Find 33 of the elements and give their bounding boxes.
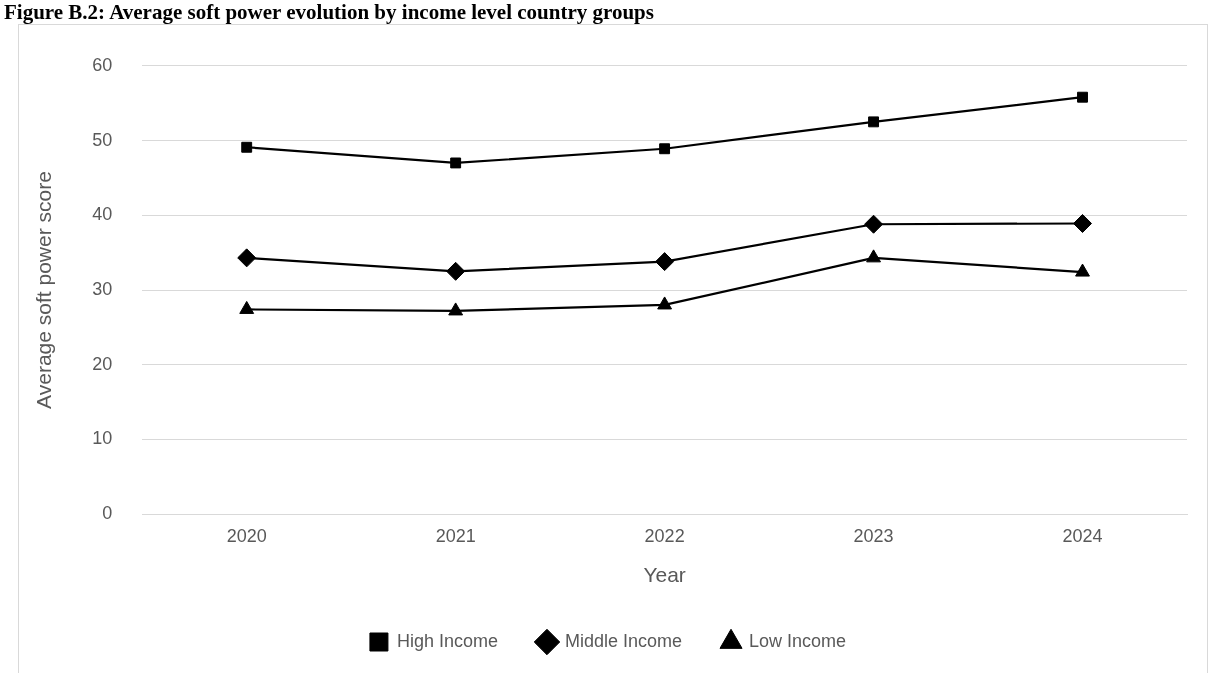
- x-tick-label: 2020: [226, 525, 267, 546]
- point: [655, 252, 675, 272]
- legend-label: High Income: [396, 630, 498, 651]
- point: [448, 302, 464, 316]
- x-tick-label: 2021: [435, 525, 476, 546]
- y-tick-label: 0: [102, 503, 113, 524]
- y-tick-label: 60: [92, 54, 113, 75]
- point: [866, 249, 881, 263]
- x-tick-label: 2022: [644, 525, 685, 546]
- chart-title: Figure B.2: Average soft power evolution by income level country groups: [4, 0, 654, 25]
- point: [237, 248, 257, 268]
- point: [868, 116, 880, 128]
- point: [659, 143, 671, 155]
- point: [1073, 213, 1093, 233]
- point: [1077, 91, 1088, 103]
- y-tick-label: 50: [92, 129, 113, 150]
- legend-label: Low Income: [749, 630, 847, 651]
- point: [446, 261, 466, 281]
- x-tick-label: 2024: [1062, 525, 1103, 546]
- y-axis-title: Average soft power score: [32, 171, 56, 409]
- y-tick-label: 30: [92, 278, 113, 299]
- x-axis-title: Year: [643, 563, 686, 587]
- point: [241, 141, 253, 153]
- y-tick-label: 20: [92, 353, 113, 374]
- point: [450, 157, 462, 169]
- x-tick-label: 2023: [853, 525, 894, 546]
- point: [657, 296, 673, 310]
- point: [239, 300, 255, 314]
- y-tick-label: 40: [92, 204, 113, 225]
- legend-label: Middle Income: [564, 630, 683, 651]
- point: [864, 214, 884, 234]
- y-tick-label: 10: [92, 428, 113, 449]
- point: [1075, 263, 1090, 277]
